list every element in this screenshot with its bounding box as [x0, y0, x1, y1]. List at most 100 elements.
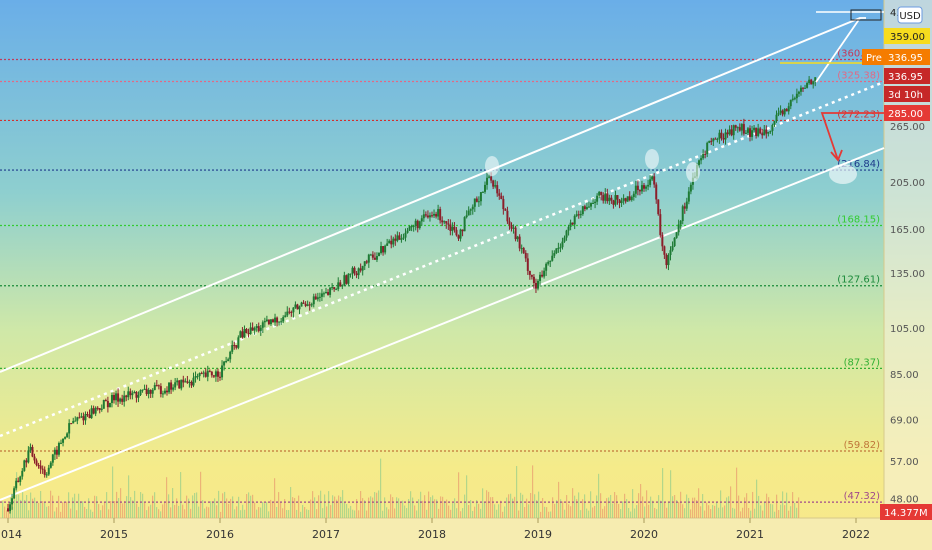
candle-body	[683, 206, 686, 209]
highlight-marker	[485, 156, 499, 176]
volume-bar	[306, 509, 308, 518]
volume-bar	[58, 495, 60, 518]
volume-bar	[532, 465, 534, 518]
volume-bar	[134, 490, 136, 518]
candle-body	[573, 215, 576, 225]
candle-body	[161, 393, 164, 395]
candle-body	[53, 449, 56, 455]
volume-bar	[324, 494, 326, 518]
candle-body	[504, 209, 507, 211]
candle-body	[437, 209, 440, 217]
volume-bar	[416, 510, 418, 518]
candle-body	[390, 240, 393, 245]
volume-bar	[140, 492, 142, 518]
volume-bar	[198, 506, 200, 518]
volume-bar	[222, 493, 224, 518]
volume-bar	[34, 497, 36, 518]
candle-body	[643, 185, 645, 189]
fib-level-label: (59.82)	[844, 440, 881, 451]
volume-bar	[52, 495, 54, 518]
volume-bar	[32, 498, 34, 518]
candle-body	[206, 370, 209, 377]
volume-bar	[698, 488, 700, 518]
candle-body	[88, 414, 91, 419]
price-level-tag-bg	[884, 28, 930, 44]
volume-bar	[680, 491, 682, 518]
candle-body	[104, 399, 107, 401]
volume-bar	[454, 498, 456, 518]
candle-body	[110, 395, 113, 403]
candle-body	[793, 98, 796, 100]
candle-body	[795, 93, 798, 99]
candle-body	[779, 110, 782, 113]
volume-bar	[726, 497, 728, 518]
candle-body	[728, 129, 731, 135]
candle-body	[524, 252, 527, 259]
volume-bar	[584, 494, 586, 518]
candle-body	[394, 238, 397, 241]
volume-bar	[278, 492, 280, 518]
candle-body	[608, 197, 611, 202]
candle-body	[37, 465, 40, 467]
candle-body	[290, 312, 293, 314]
volume-bar	[704, 510, 706, 518]
candle-body	[392, 238, 395, 245]
volume-bar	[188, 498, 190, 518]
candle-body	[23, 460, 26, 471]
candle-body	[744, 132, 747, 134]
candle-body	[113, 395, 115, 401]
volume-bar	[98, 504, 100, 518]
candle-body	[422, 214, 425, 219]
candle-body	[359, 268, 362, 271]
candle-body	[761, 133, 764, 136]
candle-body	[785, 108, 788, 112]
volume-bar	[154, 492, 156, 518]
annotations	[485, 9, 884, 184]
volume-bar	[244, 509, 246, 518]
candle-body	[577, 214, 580, 216]
volume-bar	[302, 504, 304, 518]
volume-bar	[436, 499, 438, 518]
countdown-tag-bg	[884, 86, 930, 102]
volume-bar	[544, 506, 546, 518]
candle-body	[233, 345, 236, 347]
candle-body	[198, 373, 201, 377]
candle-body	[655, 184, 658, 200]
time-tick-label: 2015	[100, 528, 128, 541]
candle-body	[622, 198, 625, 201]
candle-body	[740, 124, 743, 131]
candle-body	[614, 195, 617, 205]
candle-body	[783, 108, 786, 115]
candle-body	[325, 292, 327, 294]
volume-bar	[250, 495, 252, 518]
pre-price-tag: 336.95	[888, 53, 923, 64]
candle-body	[76, 417, 79, 421]
volume-bar	[588, 510, 590, 518]
candle-body	[386, 243, 389, 246]
candle-body	[620, 200, 623, 204]
volume-bar	[590, 491, 592, 518]
candle-body	[722, 138, 725, 140]
time-tick-label: 2014	[0, 528, 22, 541]
candle-body	[490, 176, 493, 181]
candle-body	[547, 261, 550, 264]
candle-body	[210, 371, 213, 376]
volume-bar	[420, 491, 422, 518]
time-tick-label: 2016	[206, 528, 234, 541]
price-level-tag: 359.00	[890, 32, 925, 43]
candle-body	[380, 246, 383, 253]
volume-bar	[242, 504, 244, 518]
candle-body	[70, 423, 73, 425]
volume-bar	[224, 491, 226, 518]
candle-body	[257, 326, 260, 332]
candle-body	[72, 420, 75, 424]
volume-bar	[230, 498, 232, 518]
volume-bar	[142, 493, 144, 518]
volume-bar	[682, 504, 684, 518]
volume-bar	[358, 510, 360, 518]
volume-bar	[764, 502, 766, 518]
volume-bar	[350, 505, 352, 518]
volume-bar	[60, 511, 62, 518]
